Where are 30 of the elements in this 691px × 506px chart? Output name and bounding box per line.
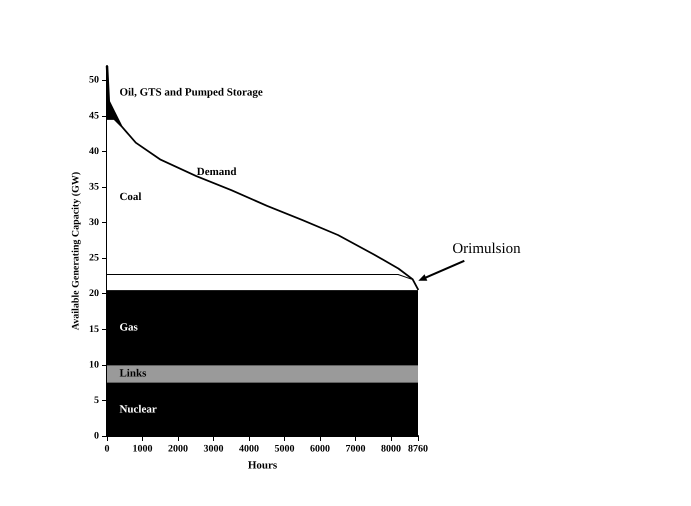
y-tick-label: 20 [89, 288, 99, 300]
y-tick-label: 35 [89, 181, 99, 192]
series-label: Nuclear [119, 403, 157, 416]
y-tick-label: 10 [89, 359, 99, 370]
x-tick-label: 5000 [274, 444, 295, 454]
y-tick-label: 40 [89, 146, 99, 157]
text: Orimulsion [452, 240, 522, 257]
y-tick-label: 25 [89, 252, 99, 264]
x-axis-title: Hours [248, 460, 278, 472]
x-tick-label: 8760 [408, 444, 428, 454]
series-label: Oil, GTS and Pumped Storage [119, 86, 263, 99]
series-label: Coal [119, 190, 142, 203]
y-tick-label: 0 [94, 430, 99, 442]
annotation: Demand [196, 166, 236, 178]
series-label: Links [119, 368, 148, 380]
y-tick-label: 50 [89, 74, 99, 86]
x-tick-label: 3000 [204, 444, 224, 454]
x-tick-label: 1000 [132, 444, 152, 454]
x-tick-label: 2000 [168, 444, 188, 454]
x-tick-label: 8000 [381, 444, 402, 454]
series-label: Gas [119, 321, 138, 334]
x-tick-label: 4000 [239, 444, 260, 454]
y-tick-label: 5 [94, 394, 99, 406]
y-tick-label: 15 [89, 324, 99, 335]
y-tick-label: 45 [89, 110, 99, 122]
x-tick-label: 0 [104, 444, 110, 454]
y-axis-title: Available Generating Capacity (GW) [70, 172, 82, 330]
x-tick-label: 6000 [310, 444, 330, 454]
y-tick-label: 30 [89, 217, 99, 228]
x-tick-label: 7000 [346, 444, 366, 454]
